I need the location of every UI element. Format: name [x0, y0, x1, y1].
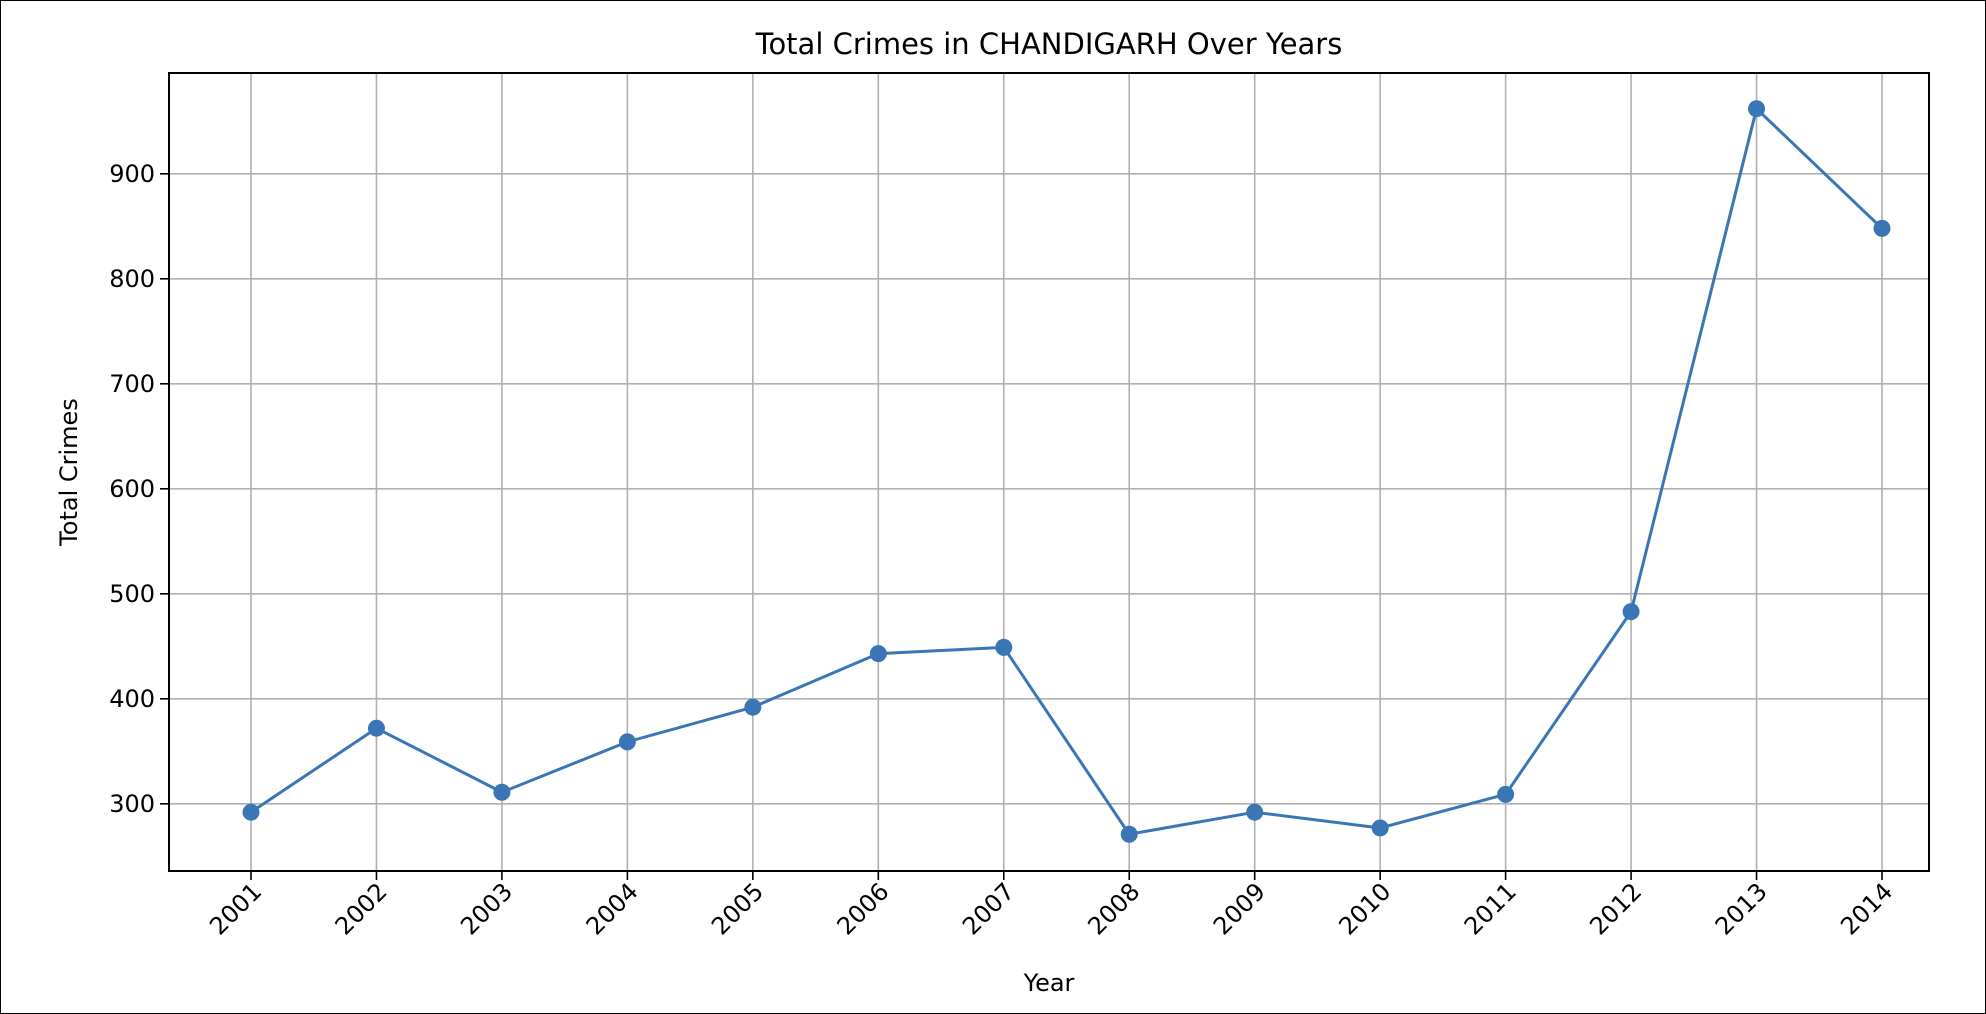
- x-tick-label: 2003: [455, 877, 518, 940]
- data-point: [1622, 603, 1640, 621]
- y-tick-label: 700: [109, 370, 155, 398]
- data-point: [1497, 785, 1515, 803]
- y-tick-label: 300: [109, 790, 155, 818]
- x-axis-ticks: 2001 2002 2003 2004 2005 2006 2007 2008 2009 2010…: [204, 871, 1898, 940]
- series-line-layer: [250, 107, 1884, 836]
- y-tick-label: 400: [109, 685, 155, 713]
- data-point: [493, 783, 511, 801]
- y-axis-title: Total Crimes: [55, 398, 83, 547]
- x-tick-label: 2002: [330, 877, 393, 940]
- x-tick-label: 2008: [1082, 877, 1145, 940]
- x-tick-label: 2013: [1710, 877, 1773, 940]
- data-point: [242, 803, 260, 821]
- data-point: [1371, 819, 1389, 837]
- y-axis-ticks: 300 400 500 600 700 800 900: [109, 160, 169, 818]
- data-point: [618, 733, 636, 751]
- x-tick-label: 2005: [706, 877, 769, 940]
- data-point: [1873, 219, 1891, 237]
- y-tick-label: 900: [109, 160, 155, 188]
- x-tick-label: 2014: [1835, 877, 1898, 940]
- y-tick-label: 500: [109, 580, 155, 608]
- data-point: [869, 645, 887, 663]
- data-point: [1246, 803, 1264, 821]
- x-tick-label: 2007: [957, 877, 1020, 940]
- grid-lines: [169, 73, 1929, 871]
- x-axis-title: Year: [1023, 969, 1075, 997]
- plot-area: [168, 72, 1930, 872]
- data-point: [367, 719, 385, 737]
- x-tick-label: 2011: [1459, 877, 1522, 940]
- x-tick-label: 2010: [1333, 877, 1396, 940]
- x-tick-label: 2012: [1584, 877, 1647, 940]
- y-tick-label: 800: [109, 265, 155, 293]
- x-tick-label: 2009: [1208, 877, 1271, 940]
- x-tick-label: 2001: [204, 877, 267, 940]
- data-point: [1748, 100, 1766, 118]
- data-point: [995, 638, 1013, 656]
- data-point: [1120, 825, 1138, 843]
- chart-title: Total Crimes in CHANDIGARH Over Years: [755, 27, 1343, 61]
- series-line: [250, 107, 1884, 836]
- x-tick-label: 2004: [581, 877, 644, 940]
- y-tick-label: 600: [109, 475, 155, 503]
- data-markers: [242, 100, 1891, 843]
- x-tick-label: 2006: [832, 877, 895, 940]
- data-point: [744, 698, 762, 716]
